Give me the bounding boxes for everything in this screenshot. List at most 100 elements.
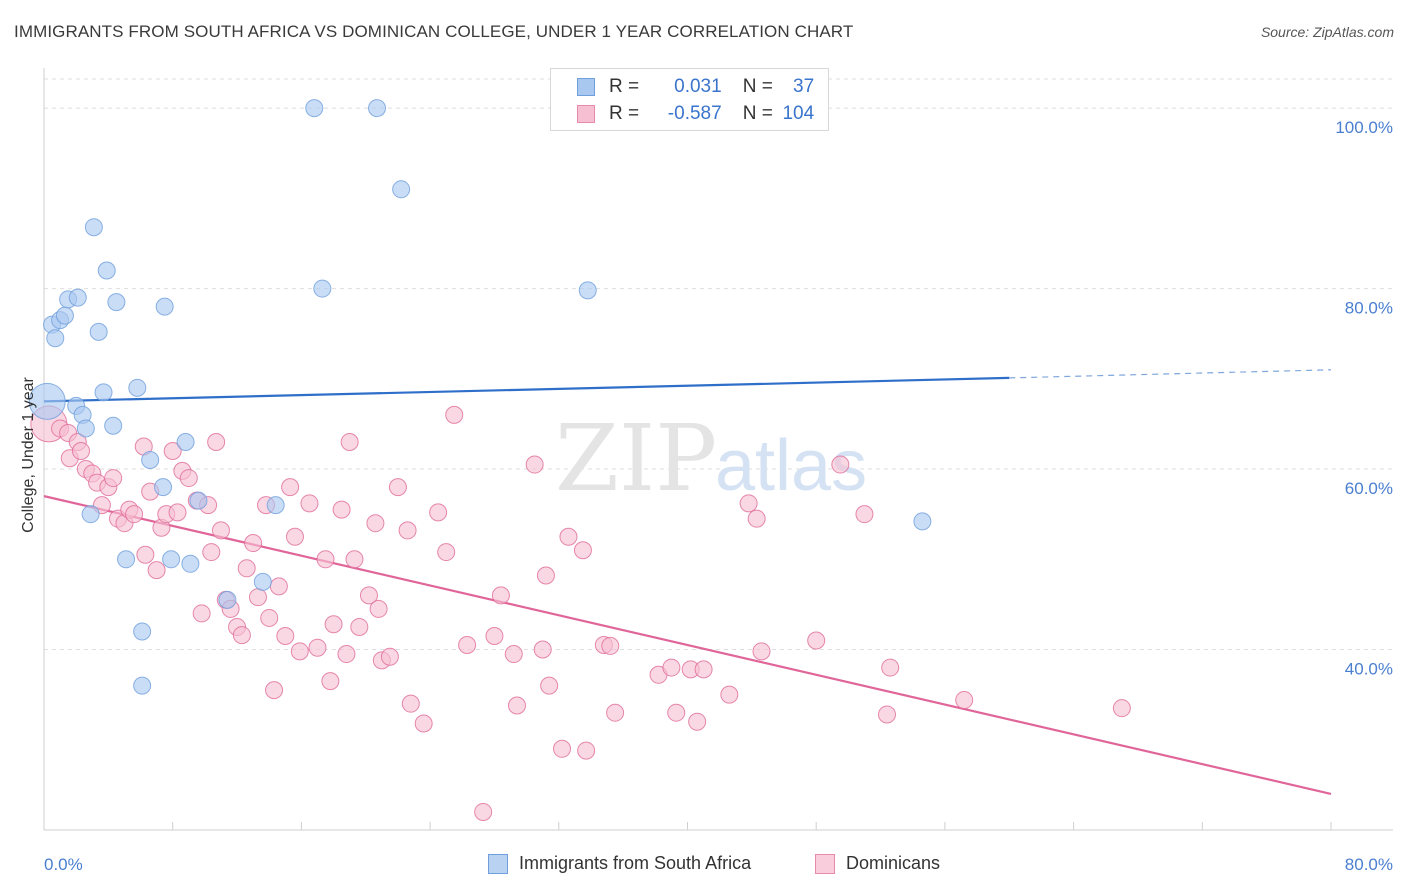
data-point [491,586,510,605]
data-point [913,512,932,531]
legend-swatch-dominicans [577,105,595,123]
data-point [540,676,559,695]
data-point [739,494,758,513]
watermark: ZIP atlas [555,405,867,512]
data-point [855,505,874,524]
data-points [28,99,1131,821]
data-point [321,672,340,691]
data-point [89,322,108,341]
legend-swatch-south-africa [577,78,595,96]
data-point [662,658,681,677]
data-point [300,494,319,513]
data-point [211,521,230,540]
data-point [72,442,91,460]
data-point [350,617,369,636]
trend-line-south-africa-extension [1009,369,1332,379]
data-point [332,500,351,519]
data-point [324,615,343,634]
y-tick-label: 40.0% [1345,660,1393,679]
axes [43,68,1393,831]
data-point [133,622,152,641]
y-tick-label: 60.0% [1345,479,1393,498]
data-point [553,739,572,758]
data-point [308,638,327,657]
data-point [84,218,103,237]
data-point [207,432,226,451]
data-point [578,281,597,300]
data-point [485,626,504,645]
data-point [154,478,173,497]
data-point [202,543,221,562]
axis-labels: 40.0% 60.0% 80.0% 100.0% 0.0% 80.0% College, U… [20,118,1393,874]
trend-line-dominicans [43,495,1332,795]
data-point [305,99,324,118]
data-point [133,676,152,695]
data-point [281,478,300,497]
legend-r-label: R = [609,76,640,97]
data-point [147,561,166,580]
watermark-zip: ZIP [555,405,717,512]
data-point [688,712,707,731]
data-point [104,469,123,488]
data-point [1112,699,1131,718]
data-point [474,802,493,821]
data-point [155,297,174,316]
data-point [392,180,411,199]
data-point [340,432,359,451]
legend-r-value: 0.031 [674,76,722,97]
data-point [104,416,123,435]
data-point [601,636,620,655]
data-point [559,527,578,546]
data-point [525,455,544,474]
bottom-legend-label: Dominicans [846,853,941,873]
y-tick-label: 80.0% [1345,299,1393,318]
data-point [266,496,285,515]
legend-n-label: N = [742,76,773,97]
data-point [253,572,272,591]
data-point [163,442,182,460]
data-point [536,566,555,585]
data-point [694,660,713,679]
bottom-legend-swatch-south-africa [488,854,508,874]
data-point [388,478,407,497]
data-point [606,703,625,722]
y-tick-label: 100.0% [1335,118,1393,137]
data-point [285,527,304,546]
data-point [752,642,771,661]
y-axis-label: College, Under 1 year [20,377,37,533]
x-tick-label: 0.0% [44,855,83,874]
data-point [429,503,448,522]
data-point [94,383,113,402]
data-point [533,640,552,659]
data-point [179,469,198,488]
data-point [401,694,420,713]
data-point [445,405,464,424]
data-point [881,658,900,677]
data-point [366,514,385,533]
data-point [877,705,896,724]
x-tick-label: 80.0% [1345,855,1393,874]
data-point [747,509,766,528]
data-point [244,534,263,553]
data-point [414,714,433,733]
data-point [97,261,116,280]
data-point [577,741,596,760]
bottom-legend-swatch-dominicans [815,854,835,874]
legend-r-value: -0.587 [667,103,722,124]
data-point [128,378,147,397]
data-point [125,505,144,524]
data-point [316,550,335,569]
data-point [28,382,66,420]
data-point [107,293,126,312]
data-point [46,329,65,348]
data-point [260,608,279,627]
data-point [831,455,850,474]
data-point [398,521,417,540]
data-point [269,577,288,596]
data-point [276,626,295,645]
data-point [337,645,356,664]
data-point [237,559,256,578]
data-point [192,604,211,623]
data-point [359,586,378,605]
data-point [176,432,195,451]
